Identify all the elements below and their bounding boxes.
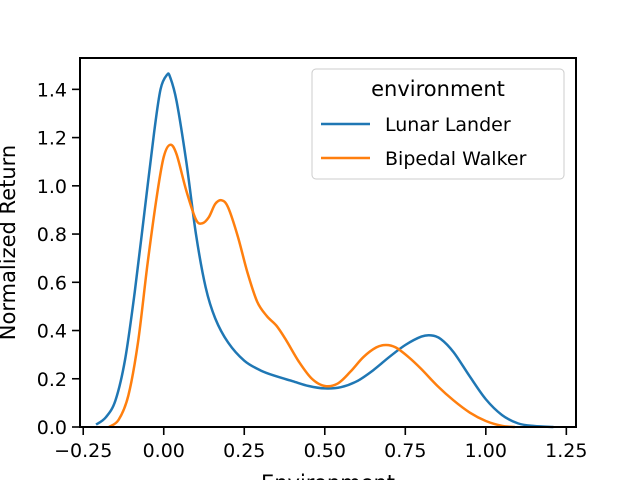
y-tick-label: 1.4 — [37, 79, 67, 101]
y-tick-label: 0.2 — [37, 369, 67, 391]
series-line-bipedal-walker — [108, 143, 515, 429]
legend: environment Lunar Lander Bipedal Walker — [311, 68, 565, 180]
legend-box — [311, 68, 565, 180]
x-tick-label: 1.00 — [465, 440, 507, 462]
y-tick-label: 0.0 — [37, 417, 67, 439]
y-tick-label: 1.0 — [37, 176, 67, 198]
x-tick-label: 0.00 — [143, 440, 185, 462]
x-axis-label: Environment — [261, 471, 395, 480]
series-layer — [95, 72, 554, 429]
plot-frame — [79, 57, 577, 428]
x-tick-label: 0.25 — [223, 440, 265, 462]
legend-label: Lunar Lander — [385, 114, 511, 136]
legend-entries: Lunar Lander Bipedal Walker — [321, 114, 527, 170]
legend-title: environment — [371, 77, 505, 101]
x-tick-label: −0.25 — [54, 440, 112, 462]
x-tick-label: 1.25 — [545, 440, 587, 462]
x-tick-label: 0.75 — [384, 440, 426, 462]
series-line-lunar-lander — [95, 72, 554, 429]
legend-label: Bipedal Walker — [385, 148, 527, 170]
y-axis-label: Normalized Return — [0, 145, 20, 340]
tick-layer: −0.25 0.00 0.25 0.50 0.75 1.00 1.25 0.0 0.2 0.4 0.… — [37, 79, 588, 462]
x-tick-label: 0.50 — [304, 440, 346, 462]
y-tick-label: 0.8 — [37, 224, 67, 246]
y-tick-label: 1.2 — [37, 128, 67, 150]
y-tick-label: 0.4 — [37, 321, 67, 343]
y-tick-label: 0.6 — [37, 272, 67, 294]
